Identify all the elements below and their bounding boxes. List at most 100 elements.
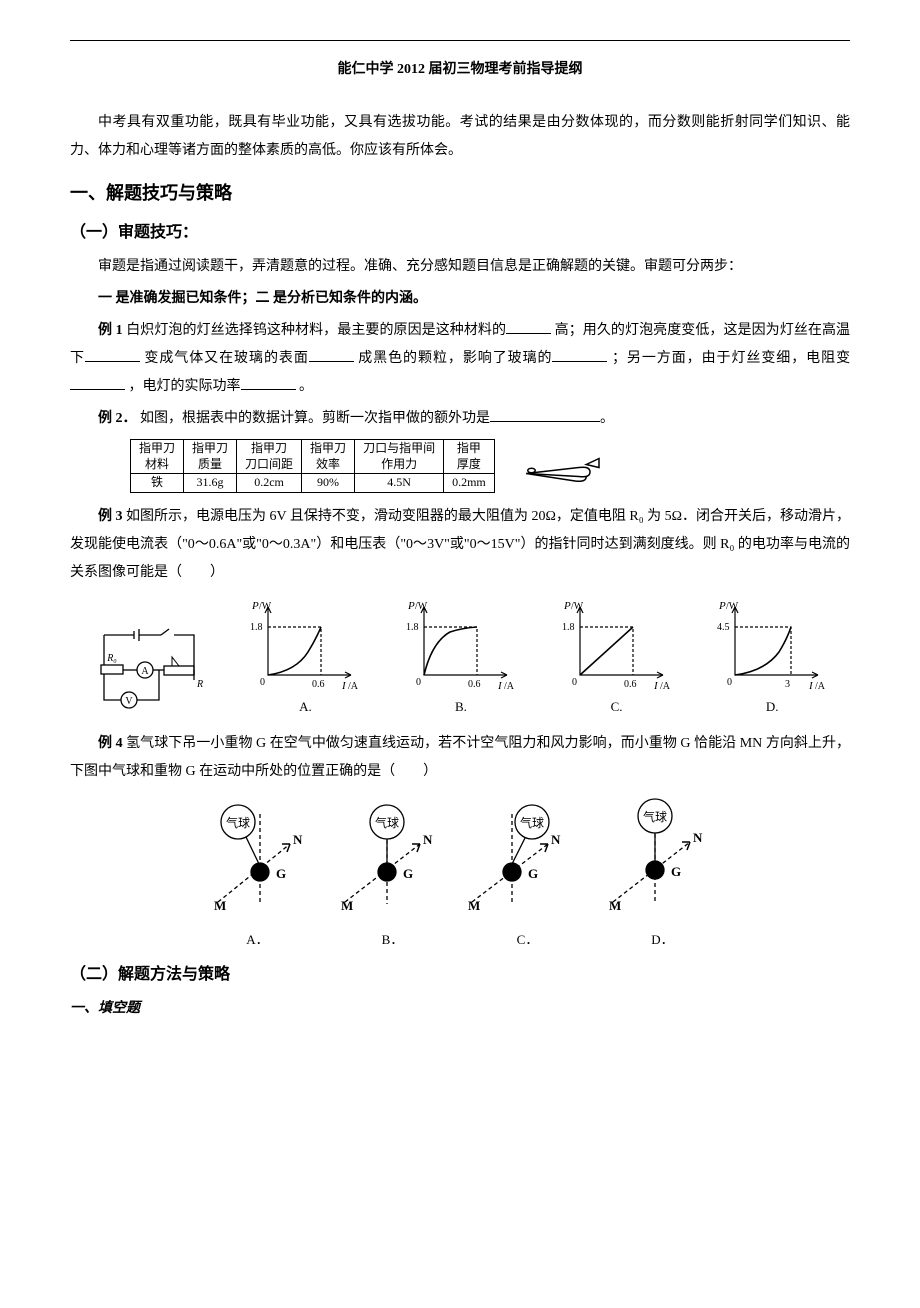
svg-text:0: 0 xyxy=(260,677,265,688)
svg-text:A: A xyxy=(141,666,149,677)
example-1-label: 例 1 xyxy=(98,323,123,338)
table-cell: 4.5N xyxy=(355,474,444,493)
svg-text:N: N xyxy=(423,832,433,847)
svg-text:/W: /W xyxy=(259,601,272,612)
graph-label: B. xyxy=(402,694,520,720)
svg-text:/A: /A xyxy=(504,681,515,692)
svg-text:R: R xyxy=(196,679,203,690)
example-4-figures: 气球 G N M A． 气球 G N xyxy=(70,794,850,953)
blank xyxy=(506,319,551,334)
svg-text:气球: 气球 xyxy=(520,815,544,830)
blank xyxy=(85,347,140,362)
svg-text:P: P xyxy=(718,600,726,612)
option-label: D． xyxy=(595,927,730,953)
svg-text:I: I xyxy=(653,680,659,692)
table-col-2: 指甲刀刀口间距 xyxy=(237,440,302,474)
graph-label: A. xyxy=(246,694,364,720)
blank xyxy=(309,347,354,362)
table-col-1: 指甲刀质量 xyxy=(184,440,237,474)
nail-clipper-icon xyxy=(515,451,605,489)
svg-text:1.8: 1.8 xyxy=(406,622,419,633)
balloon-option-c: 气球 G N M C． xyxy=(460,794,595,953)
table-header-row: 指甲刀材料 指甲刀质量 指甲刀刀口间距 指甲刀效率 刀口与指甲间作用力 指甲厚度 xyxy=(131,440,495,474)
balloon-option-b: 气球 G N M B． xyxy=(325,794,460,953)
example-2-table: 指甲刀材料 指甲刀质量 指甲刀刀口间距 指甲刀效率 刀口与指甲间作用力 指甲厚度… xyxy=(130,439,495,493)
svg-text:/A: /A xyxy=(660,681,671,692)
svg-text:0.6: 0.6 xyxy=(312,679,325,690)
svg-text:G: G xyxy=(671,864,681,879)
table-col-5: 指甲厚度 xyxy=(444,440,495,474)
svg-text:M: M xyxy=(609,898,621,913)
graph-option-d: P/W I/A 4.5 3 0 D. xyxy=(713,597,831,720)
svg-text:4.5: 4.5 xyxy=(717,622,730,633)
svg-text:M: M xyxy=(214,898,226,913)
example-3-text: 如图所示，电源电压为 6V 且保持不变，滑动变阻器的最大阻值为 20Ω，定值电阻… xyxy=(70,509,850,580)
svg-text:V: V xyxy=(125,696,133,707)
table-col-4: 刀口与指甲间作用力 xyxy=(355,440,444,474)
option-label: C． xyxy=(460,927,595,953)
svg-text:M: M xyxy=(468,898,480,913)
example-1: 例 1 白炽灯泡的灯丝选择钨这种材料，最主要的原因是这种材料的 高；用久的灯泡亮… xyxy=(70,317,850,401)
svg-text:0.6: 0.6 xyxy=(468,679,481,690)
table-cell: 0.2mm xyxy=(444,474,495,493)
section-1-heading: 一、解题技巧与策略 xyxy=(70,175,850,211)
table-col-3: 指甲刀效率 xyxy=(302,440,355,474)
subsection-1-heading: （一）审题技巧： xyxy=(70,217,850,249)
svg-text:G: G xyxy=(528,866,538,881)
svg-text:R₀: R₀ xyxy=(106,653,117,664)
option-label: B． xyxy=(325,927,460,953)
option-label: A． xyxy=(190,927,325,953)
table-cell: 铁 xyxy=(131,474,184,493)
table-cell: 0.2cm xyxy=(237,474,302,493)
example-3-figures: R₀ A R V P/W xyxy=(70,597,850,720)
blank xyxy=(552,347,607,362)
svg-text:N: N xyxy=(293,832,303,847)
svg-text:/W: /W xyxy=(571,601,584,612)
svg-text:气球: 气球 xyxy=(643,809,667,824)
table-data-row: 铁 31.6g 0.2cm 90% 4.5N 0.2mm xyxy=(131,474,495,493)
example-1-text-a: 白炽灯泡的灯丝选择钨这种材料，最主要的原因是这种材料的 xyxy=(126,323,506,338)
svg-text:I: I xyxy=(808,680,814,692)
svg-text:I: I xyxy=(497,680,503,692)
example-2: 例 2． 如图，根据表中的数据计算。剪断一次指甲做的额外功是。 xyxy=(70,405,850,433)
svg-text:/A: /A xyxy=(348,681,359,692)
svg-text:I: I xyxy=(341,680,347,692)
example-1-text-d: 成黑色的颗粒，影响了玻璃的 xyxy=(358,351,552,366)
circuit-diagram: R₀ A R V xyxy=(89,615,209,720)
example-2-text: 如图，根据表中的数据计算。剪断一次指甲做的额外功是 xyxy=(140,411,490,426)
example-1-text-c: 变成气体又在玻璃的表面 xyxy=(144,351,308,366)
svg-text:P: P xyxy=(563,600,571,612)
graph-label: C. xyxy=(558,694,676,720)
svg-text:/W: /W xyxy=(415,601,428,612)
subsection-2-item-1: 一、填空题 xyxy=(70,995,850,1023)
svg-text:G: G xyxy=(403,866,413,881)
subsection-2-heading: （二）解题方法与策略 xyxy=(70,959,850,991)
graph-option-c: P/W I/A 1.8 0.6 0 C. xyxy=(558,597,676,720)
svg-text:1.8: 1.8 xyxy=(562,622,575,633)
graph-label: D. xyxy=(713,694,831,720)
svg-text:/A: /A xyxy=(815,681,826,692)
example-1-text-f: ，电灯的实际功率 xyxy=(129,379,241,394)
example-4-label: 例 4 xyxy=(98,736,123,751)
blank xyxy=(70,375,125,390)
svg-text:P: P xyxy=(251,600,259,612)
example-3-label: 例 3 xyxy=(98,509,123,524)
svg-text:0: 0 xyxy=(416,677,421,688)
table-cell: 90% xyxy=(302,474,355,493)
balloon-option-d: 气球 G N M D． xyxy=(595,794,730,953)
example-1-text-g: 。 xyxy=(299,379,313,394)
svg-text:1.8: 1.8 xyxy=(250,622,263,633)
svg-text:N: N xyxy=(551,832,561,847)
example-2-label: 例 2． xyxy=(98,411,137,426)
svg-text:0.6: 0.6 xyxy=(624,679,637,690)
example-4: 例 4 氢气球下吊一小重物 G 在空气中做匀速直线运动，若不计空气阻力和风力影响… xyxy=(70,730,850,786)
example-3: 例 3 如图所示，电源电压为 6V 且保持不变，滑动变阻器的最大阻值为 20Ω，… xyxy=(70,503,850,587)
subsection-1-steps: 一 是准确发掘已知条件；二 是分析已知条件的内涵。 xyxy=(70,285,850,313)
svg-text:P: P xyxy=(407,600,415,612)
page-title: 能仁中学 2012 届初三物理考前指导提纲 xyxy=(70,56,850,84)
balloon-option-a: 气球 G N M A． xyxy=(190,794,325,953)
svg-text:G: G xyxy=(276,866,286,881)
graph-option-a: P/W I/A 1.8 0.6 0 A. xyxy=(246,597,364,720)
svg-text:气球: 气球 xyxy=(375,815,399,830)
svg-text:气球: 气球 xyxy=(226,815,250,830)
